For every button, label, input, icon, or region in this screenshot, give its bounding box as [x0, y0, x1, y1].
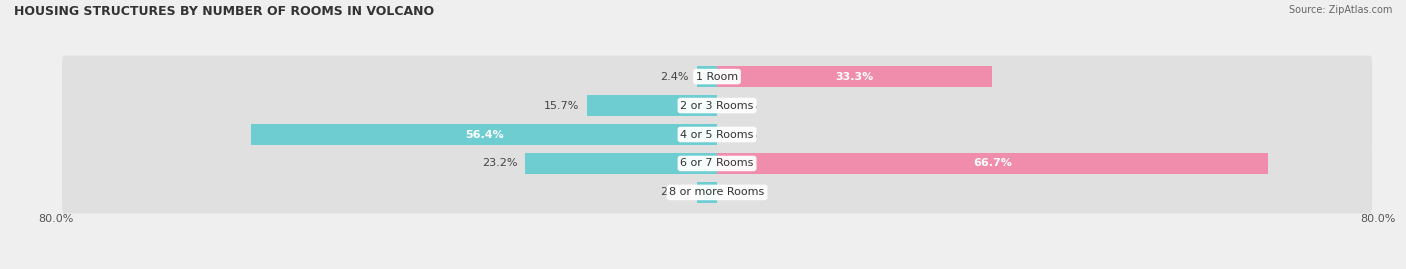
Text: 23.2%: 23.2% — [482, 158, 517, 168]
FancyBboxPatch shape — [62, 143, 1372, 185]
Text: 1 Room: 1 Room — [696, 72, 738, 82]
Text: 66.7%: 66.7% — [973, 158, 1012, 168]
Text: HOUSING STRUCTURES BY NUMBER OF ROOMS IN VOLCANO: HOUSING STRUCTURES BY NUMBER OF ROOMS IN… — [14, 5, 434, 18]
Text: 2 or 3 Rooms: 2 or 3 Rooms — [681, 101, 754, 111]
Text: 8 or more Rooms: 8 or more Rooms — [669, 187, 765, 197]
Text: 6 or 7 Rooms: 6 or 7 Rooms — [681, 158, 754, 168]
Legend: Owner-occupied, Renter-occupied: Owner-occupied, Renter-occupied — [600, 268, 834, 269]
Text: 0.0%: 0.0% — [730, 101, 758, 111]
Bar — [588, 95, 717, 116]
Bar — [697, 66, 717, 87]
Text: 0.0%: 0.0% — [730, 187, 758, 197]
FancyBboxPatch shape — [62, 56, 1372, 98]
Bar — [252, 124, 717, 145]
Text: 56.4%: 56.4% — [465, 129, 503, 140]
FancyBboxPatch shape — [62, 171, 1372, 213]
Text: 2.4%: 2.4% — [661, 187, 689, 197]
Text: 2.4%: 2.4% — [661, 72, 689, 82]
Text: Source: ZipAtlas.com: Source: ZipAtlas.com — [1288, 5, 1392, 15]
Bar — [717, 153, 1268, 174]
FancyBboxPatch shape — [62, 84, 1372, 126]
Bar — [717, 66, 993, 87]
Bar — [526, 153, 717, 174]
Text: 33.3%: 33.3% — [835, 72, 873, 82]
FancyBboxPatch shape — [62, 114, 1372, 155]
Bar — [697, 182, 717, 203]
Text: 4 or 5 Rooms: 4 or 5 Rooms — [681, 129, 754, 140]
Text: 15.7%: 15.7% — [544, 101, 579, 111]
Text: 0.0%: 0.0% — [730, 129, 758, 140]
